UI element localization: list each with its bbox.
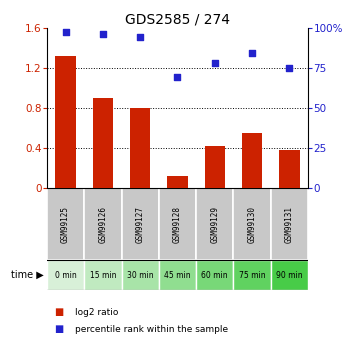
Point xyxy=(100,31,106,37)
Bar xyxy=(84,260,121,290)
Bar xyxy=(130,108,150,188)
Text: 0 min: 0 min xyxy=(55,270,77,280)
Point xyxy=(286,65,292,70)
Text: 60 min: 60 min xyxy=(201,270,228,280)
Bar xyxy=(271,260,308,290)
Text: 90 min: 90 min xyxy=(276,270,303,280)
Bar xyxy=(271,188,308,260)
Bar xyxy=(167,176,188,188)
Bar xyxy=(234,260,271,290)
Bar xyxy=(279,150,300,188)
Text: ■: ■ xyxy=(54,325,63,334)
Bar xyxy=(84,188,121,260)
Bar xyxy=(47,260,84,290)
Title: GDS2585 / 274: GDS2585 / 274 xyxy=(125,12,230,27)
Bar xyxy=(93,98,113,188)
Text: GSM99126: GSM99126 xyxy=(98,206,108,243)
Text: GSM99127: GSM99127 xyxy=(136,206,145,243)
Text: GSM99130: GSM99130 xyxy=(247,206,256,243)
Text: ■: ■ xyxy=(54,307,63,317)
Bar xyxy=(196,260,234,290)
Text: time ▶: time ▶ xyxy=(11,270,44,280)
Text: 75 min: 75 min xyxy=(239,270,266,280)
Bar xyxy=(205,146,225,188)
Point xyxy=(175,75,180,80)
Text: GSM99131: GSM99131 xyxy=(285,206,294,243)
Text: percentile rank within the sample: percentile rank within the sample xyxy=(75,325,228,334)
Text: 45 min: 45 min xyxy=(164,270,191,280)
Bar xyxy=(47,188,84,260)
Bar xyxy=(196,188,234,260)
Text: GSM99129: GSM99129 xyxy=(210,206,219,243)
Text: 15 min: 15 min xyxy=(90,270,116,280)
Bar xyxy=(234,188,271,260)
Bar xyxy=(159,260,196,290)
Point xyxy=(212,60,218,66)
Point xyxy=(63,30,69,35)
Bar xyxy=(159,188,196,260)
Text: 30 min: 30 min xyxy=(127,270,153,280)
Text: GSM99125: GSM99125 xyxy=(61,206,70,243)
Bar xyxy=(121,188,159,260)
Point xyxy=(137,34,143,40)
Text: GSM99128: GSM99128 xyxy=(173,206,182,243)
Point xyxy=(249,50,255,56)
Bar xyxy=(242,133,262,188)
Bar xyxy=(55,56,76,188)
Bar xyxy=(121,260,159,290)
Text: log2 ratio: log2 ratio xyxy=(75,308,118,317)
